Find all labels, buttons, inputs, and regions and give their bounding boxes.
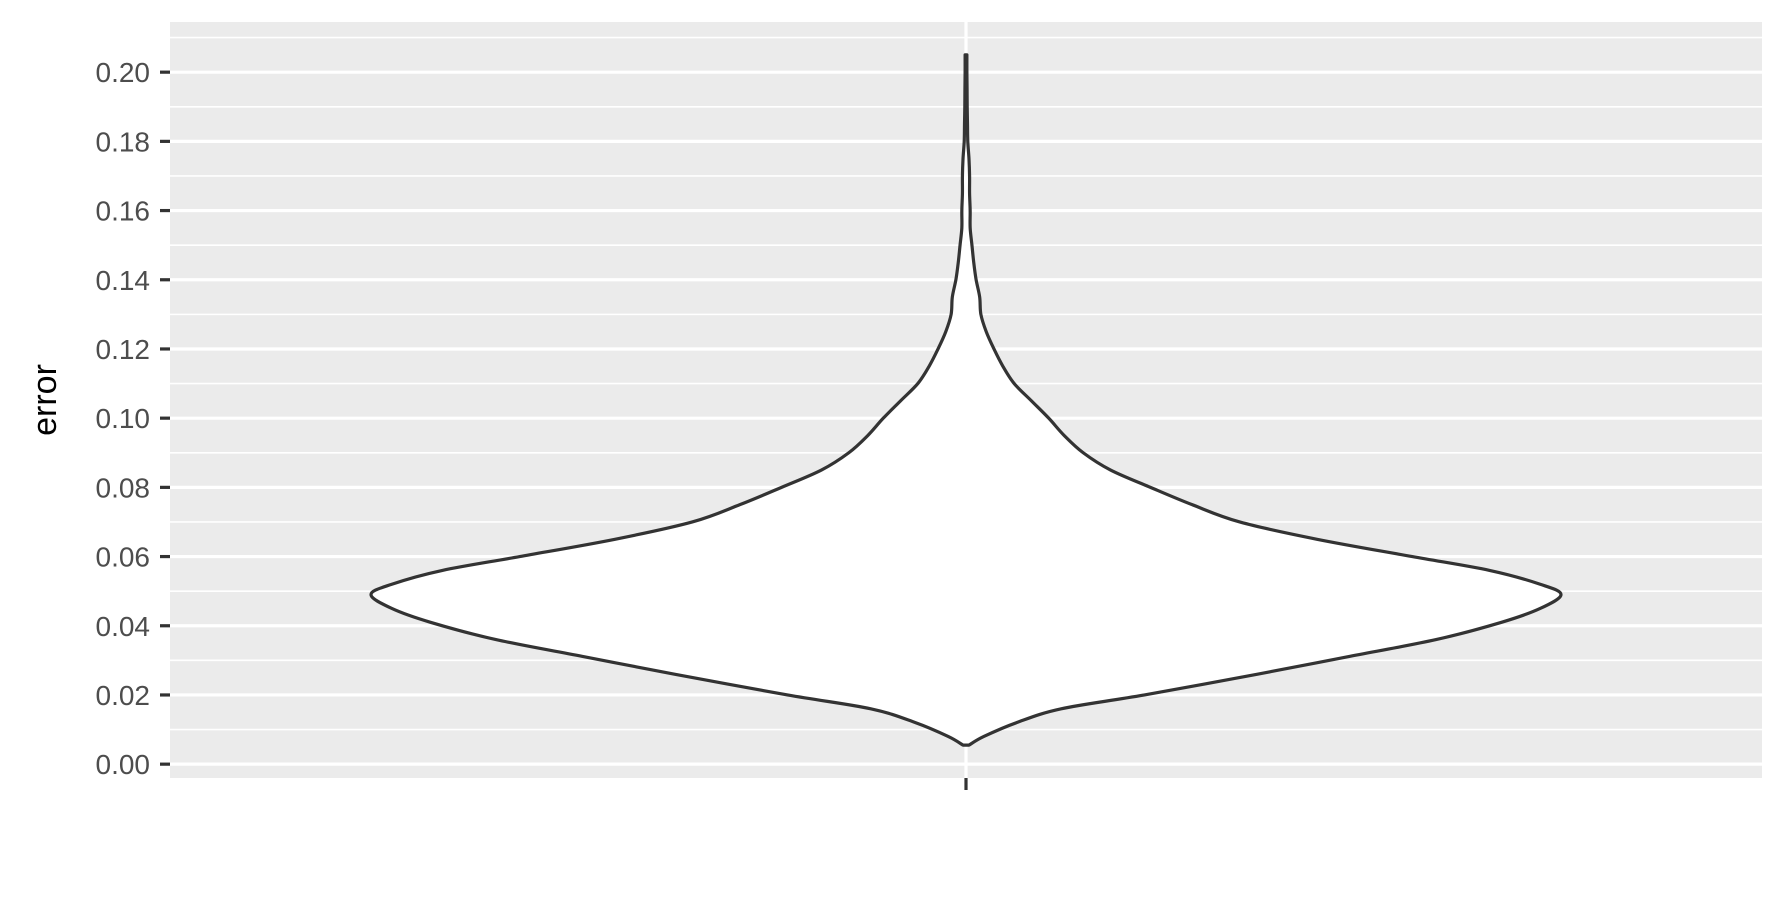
y-tick-label: 0.06 <box>96 542 151 573</box>
y-tick-label: 0.12 <box>96 334 151 365</box>
y-tick-label: 0.00 <box>96 749 151 780</box>
y-tick-label: 0.04 <box>96 611 151 642</box>
y-tick-label: 0.16 <box>96 196 151 227</box>
y-tick-label: 0.10 <box>96 403 151 434</box>
y-tick-label: 0.18 <box>96 126 151 157</box>
y-tick-label: 0.02 <box>96 680 151 711</box>
y-tick-label: 0.14 <box>96 265 151 296</box>
y-tick-label: 0.20 <box>96 57 151 88</box>
y-tick-label: 0.08 <box>96 472 151 503</box>
y-axis-ticks: 0.00 0.02 0.04 0.06 0.08 0.10 0.12 0.14 0.16 0.18… <box>96 57 170 780</box>
y-axis-title: error <box>26 364 64 436</box>
violin-shape <box>369 53 1563 747</box>
